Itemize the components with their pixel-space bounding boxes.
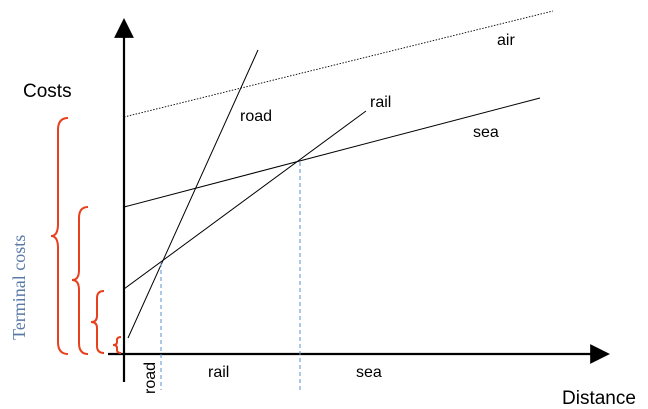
air-cost-line — [123, 10, 554, 118]
rail-line-label: rail — [370, 94, 391, 111]
zone-rail-label: rail — [208, 364, 229, 381]
y-axis-label: Costs — [23, 81, 72, 102]
sea-cost-line — [123, 97, 541, 208]
road-terminal-brace — [112, 336, 122, 354]
rail-terminal-brace — [90, 290, 105, 354]
x-axis-label: Distance — [562, 388, 636, 409]
rail-cost-line — [123, 110, 367, 290]
road-line-label: road — [240, 108, 272, 125]
air-terminal-brace — [50, 117, 69, 355]
sea-line-label: sea — [473, 124, 499, 141]
air-line-label: air — [497, 32, 515, 49]
terminal-costs-label: Terminal costs — [9, 235, 29, 340]
zone-sea-label: sea — [356, 364, 382, 381]
road-cost-line — [127, 49, 259, 339]
sea-terminal-brace — [71, 206, 89, 355]
zone-road-label: road — [142, 362, 159, 394]
